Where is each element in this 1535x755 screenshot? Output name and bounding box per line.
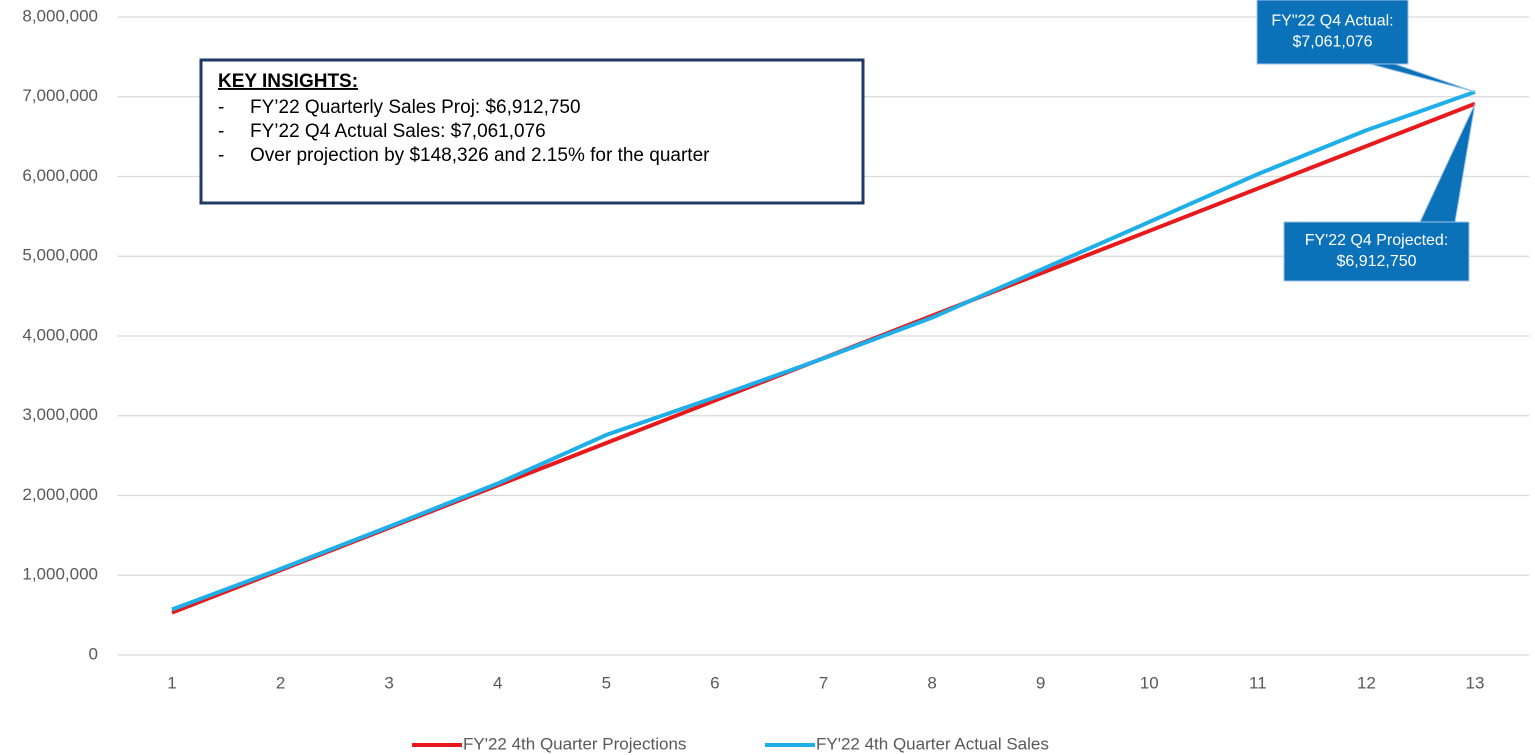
insights-title: KEY INSIGHTS: bbox=[218, 71, 358, 92]
x-tick-label: 11 bbox=[1249, 673, 1267, 692]
x-tick-label: 9 bbox=[1036, 673, 1045, 692]
x-tick-label: 8 bbox=[927, 673, 936, 692]
x-tick-label: 3 bbox=[384, 673, 393, 692]
insights-bullet: - bbox=[218, 121, 224, 142]
y-tick-label: 5,000,000 bbox=[22, 246, 98, 265]
series-line bbox=[171, 89, 1476, 612]
x-tick-label: 6 bbox=[710, 673, 719, 692]
insights-bullet: - bbox=[218, 145, 224, 166]
y-tick-label: 7,000,000 bbox=[22, 86, 98, 105]
y-tick-label: 1,000,000 bbox=[22, 565, 98, 584]
x-tick-label: 13 bbox=[1466, 673, 1485, 692]
y-tick-label: 3,000,000 bbox=[22, 405, 98, 424]
insights-bullet: - bbox=[218, 97, 224, 118]
insights-box bbox=[199, 58, 865, 205]
y-tick-label: 0 bbox=[89, 644, 98, 663]
callout-pointer bbox=[1369, 63, 1476, 93]
y-tick-label: 6,000,000 bbox=[22, 166, 98, 185]
x-tick-label: 7 bbox=[819, 673, 828, 692]
y-tick-label: 2,000,000 bbox=[22, 485, 98, 504]
x-tick-label: 4 bbox=[493, 673, 502, 692]
legend-label: FY'22 4th Quarter Projections bbox=[463, 734, 686, 753]
x-tick-label: 12 bbox=[1357, 673, 1376, 692]
x-tick-label: 5 bbox=[602, 673, 611, 692]
y-tick-label: 8,000,000 bbox=[22, 6, 98, 25]
callout-text: $7,061,076 bbox=[1292, 34, 1372, 51]
x-tick-label: 1 bbox=[167, 673, 176, 692]
x-tick-label: 10 bbox=[1140, 673, 1159, 692]
insights-item: FY’22 Quarterly Sales Proj: $6,912,750 bbox=[250, 97, 581, 118]
y-tick-label: 4,000,000 bbox=[22, 325, 98, 344]
callout-text: $6,912,750 bbox=[1336, 253, 1416, 270]
x-tick-label: 2 bbox=[276, 673, 285, 692]
callout-text: FY'22 Q4 Projected: bbox=[1305, 232, 1449, 249]
callout-box bbox=[1283, 221, 1470, 282]
insights-item: Over projection by $148,326 and 2.15% fo… bbox=[250, 145, 710, 166]
insights-item: FY’22 Q4 Actual Sales: $7,061,076 bbox=[250, 121, 546, 142]
callout-box bbox=[1256, 0, 1409, 65]
callout-text: FY"22 Q4 Actual: bbox=[1271, 13, 1393, 30]
legend-label: FY'22 4th Quarter Actual Sales bbox=[816, 734, 1049, 753]
